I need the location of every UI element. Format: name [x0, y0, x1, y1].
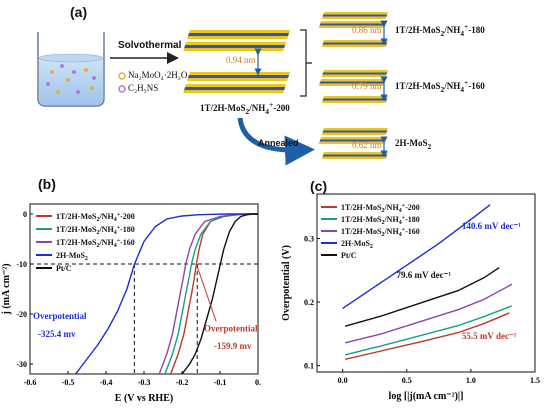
panel-b-label: (b) — [38, 176, 56, 192]
y-tick-label: -30 — [16, 360, 27, 369]
spacing-180: 0.86 nm — [352, 25, 382, 35]
x-tick-label: 0.5 — [402, 376, 412, 385]
panel-c-label: (c) — [310, 178, 328, 194]
annotation-overpotential-200: Overpotential — [204, 324, 258, 334]
x-tick-label: -0.4 — [100, 378, 113, 387]
legend-label: 1T/2H-MoS2/NH4+-180 — [341, 215, 420, 226]
y-tick-label: 0 — [23, 210, 27, 219]
annotation-value-2h: -325.4 mv — [38, 329, 76, 339]
series-line — [345, 267, 500, 327]
x-tick-label: -0.3 — [138, 378, 151, 387]
bracket — [300, 29, 312, 97]
series-line — [181, 213, 258, 374]
reagent-1: Na₂MoO₄·2H₂O — [128, 70, 188, 80]
legend-label: Pt/C — [56, 264, 72, 273]
legend-label: 1T/2H-MoS2/NH4+-180 — [56, 225, 135, 236]
y-axis-label: Overpotential (V) — [281, 245, 292, 321]
annotation-pointer — [196, 266, 217, 322]
annotation-value-200: -159.9 mv — [214, 341, 252, 351]
x-axis-label: log [|j(mA cm⁻²)|] — [389, 391, 464, 402]
slope-label-2h: 140.6 mV dec⁻¹ — [462, 221, 521, 231]
product-160-label: 1T/2H-MoS2/NH4+-160 — [395, 78, 485, 94]
legend-label: 2H-MoS2 — [56, 251, 88, 262]
spacing-2h: 0.62 nm — [352, 140, 382, 150]
main-product-label: 1T/2H-MoS2/NH4+-200 — [200, 100, 290, 116]
series-line — [75, 213, 258, 374]
chart-c-tafel: 0.0 0.5 1.0 1.5 0.1 0.2 0.3 log [|j(mA cm⁻²)|] O… — [281, 193, 540, 402]
x-tick-label: -0.6 — [24, 378, 37, 387]
y-axis-label: j (mA cm⁻²) — [1, 263, 12, 315]
layered-mos2-main — [183, 30, 290, 93]
x-tick-label: -0.1 — [214, 378, 227, 387]
annotation-overpotential-2h: Overpotential — [33, 311, 87, 321]
panel-a-schematic — [37, 12, 388, 166]
layered-mos2-160 — [318, 70, 388, 103]
beaker-icon — [37, 32, 105, 107]
y-tick-label: -20 — [16, 310, 27, 319]
legend-label: 1T/2H-MoS2/NH4+-160 — [341, 227, 420, 238]
x-tick-label: -0.2 — [176, 378, 189, 387]
x-axis-label: E (V vs RHE) — [115, 393, 173, 404]
x-tick-label: 0.0 — [338, 376, 348, 385]
reagent-marker-mo — [118, 72, 126, 80]
slope-label-ptc: 79.6 mV dec⁻¹ — [397, 270, 452, 280]
annealed-label: Annealed — [258, 138, 299, 148]
product-2h-label: 2H-MoS2 — [395, 138, 432, 151]
y-tick-label: -10 — [16, 260, 27, 269]
layered-mos2-180 — [318, 12, 388, 47]
series-line — [342, 204, 491, 309]
spacing-160: 0.79 nm — [352, 81, 382, 91]
series-line — [345, 305, 513, 356]
y-tick-label: 0.2 — [304, 298, 314, 307]
legend-label: 1T/2H-MoS2/NH4+-200 — [56, 212, 135, 223]
annealed-arrow — [237, 117, 315, 166]
layered-mos2-2h — [318, 128, 388, 159]
y-tick-label: 0.3 — [304, 235, 314, 244]
chart-b-polarization: -0.6 -0.5 -0.4 -0.3 -0.2 -0.1 0. 0 -10 -20 -30 E (V… — [1, 203, 261, 404]
series-line — [158, 213, 258, 374]
spacing-main: 0.94 nm — [226, 55, 256, 65]
series-line — [345, 283, 513, 344]
plot-frame — [316, 193, 536, 373]
panel-a-label: (a) — [70, 4, 88, 20]
x-tick-label: 1.5 — [530, 376, 540, 385]
legend-label: Pt/C — [341, 251, 357, 260]
legend-label: 2H-MoS2 — [341, 239, 373, 250]
x-tick-label: -0.5 — [62, 378, 75, 387]
series-line — [345, 312, 510, 360]
plot-area — [30, 213, 258, 374]
y-tick-label: 0.1 — [304, 362, 314, 371]
legend-label: 1T/2H-MoS2/NH4+-200 — [341, 203, 420, 214]
x-tick-label: 0. — [255, 378, 261, 387]
legend-label: 1T/2H-MoS2/NH4+-160 — [56, 238, 135, 249]
reagent-2: C₂H₅NS — [128, 83, 159, 93]
reagent-marker-s — [118, 85, 126, 93]
product-180-label: 1T/2H-MoS2/NH4+-180 — [395, 22, 485, 38]
solvothermal-label: Solvothermal — [118, 40, 182, 51]
x-tick-label: 1.0 — [466, 376, 476, 385]
slope-label-200: 55.5 mV dec⁻¹ — [462, 331, 517, 341]
